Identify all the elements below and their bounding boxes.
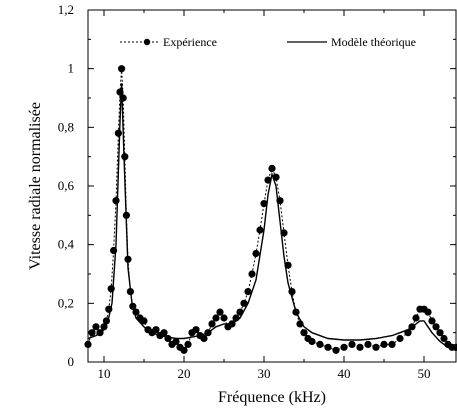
plot-area [84,65,457,354]
x-tick-label: 40 [338,366,351,381]
data-point-experience [220,314,228,322]
axis-ticks: 10 20 30 40 50 0 0,2 0,4 0,6 0,8 1 1,2 [58,2,456,381]
data-point-experience [284,261,292,269]
data-point-experience [280,229,288,237]
data-point-experience [432,323,440,331]
data-point-experience [172,337,180,346]
data-point-experience [126,288,134,296]
x-tick-label: 20 [178,366,191,381]
data-point-experience [129,302,137,310]
y-tick-label: 0,6 [58,178,75,193]
y-tick-label: 0,8 [58,119,74,134]
x-tick-label: 30 [258,366,271,381]
data-point-experience [84,340,92,348]
data-point-experience [118,65,126,73]
data-point-experience [396,334,404,343]
data-point-experience [340,343,348,351]
data-point-experience [184,340,192,348]
y-tick-label: 0,4 [58,237,75,252]
data-point-experience [424,308,432,316]
data-point-experience [240,299,248,307]
legend-label-theory: Modèle théorique [331,35,416,49]
data-point-experience [200,334,208,343]
data-point-experience [132,308,140,316]
data-point-experience [296,320,304,328]
data-point-experience [208,320,216,328]
data-point-experience [252,249,260,258]
data-point-experience [160,329,168,337]
y-tick-label: 1,2 [58,2,74,17]
data-point-experience [114,129,122,137]
data-point-experience [121,153,129,161]
data-point-experience [119,94,127,102]
data-point-experience [300,329,308,337]
data-point-experience [244,288,252,296]
data-point-experience [364,340,372,348]
legend: Expérience Modèle théorique [120,35,416,49]
data-point-experience [260,200,268,208]
data-point-experience [292,308,300,316]
data-point-experience [228,320,236,328]
y-axis-title: Vitesse radiale normalisée [27,102,44,270]
data-point-experience [404,329,412,337]
data-point-experience [96,329,104,337]
data-point-experience [380,340,388,348]
data-point-experience [272,173,280,181]
data-point-experience [236,308,244,316]
data-point-experience [256,226,264,234]
data-point-experience [192,326,200,334]
data-point-experience [110,246,118,255]
data-point-experience [102,317,110,325]
data-point-experience [164,334,172,343]
y-tick-label: 0 [68,354,75,369]
data-point-experience [388,340,396,348]
data-point-experience [100,323,108,331]
data-point-experience [408,323,416,331]
data-point-experience [152,326,160,334]
data-point-experience [348,340,356,348]
data-point-experience [264,176,272,184]
series-line-model-theorique [87,83,457,351]
data-point-experience [428,317,436,325]
data-point-experience [276,197,284,205]
data-point-experience [124,255,132,263]
data-point-experience [316,340,324,348]
plot-frame [87,9,457,363]
data-point-experience [88,329,96,337]
data-point-experience [248,270,256,278]
series-line-experience [87,68,456,352]
x-axis-title: Fréquence (kHz) [218,389,326,406]
data-point-experience [116,88,124,96]
data-point-experience [436,329,444,337]
data-point-experience [180,346,188,354]
data-point-experience [440,334,448,343]
data-point-experience [452,343,457,351]
data-point-experience [324,343,332,351]
x-tick-label: 10 [98,366,111,381]
data-point-experience [412,314,420,322]
data-point-experience [92,323,100,331]
data-point-experience [268,164,276,172]
x-tick-label: 50 [418,366,431,381]
data-point-experience [232,314,240,322]
data-point-experience [122,211,130,219]
data-point-experience [288,288,296,296]
data-point-experience [140,317,148,325]
data-point-experience [112,197,120,205]
y-tick-label: 0,2 [58,295,74,310]
data-point-experience [356,343,364,351]
data-point-experience [216,308,224,316]
data-point-experience [105,305,113,313]
legend-label-experience: Expérience [163,35,217,49]
y-tick-label: 1 [68,61,75,76]
data-point-experience [107,285,115,293]
legend-marker-experience [143,38,151,46]
data-point-experience [204,329,212,337]
data-point-experience [308,337,316,346]
data-point-experience [372,343,380,351]
data-point-experience [332,346,340,354]
data-point-experience [212,314,220,322]
